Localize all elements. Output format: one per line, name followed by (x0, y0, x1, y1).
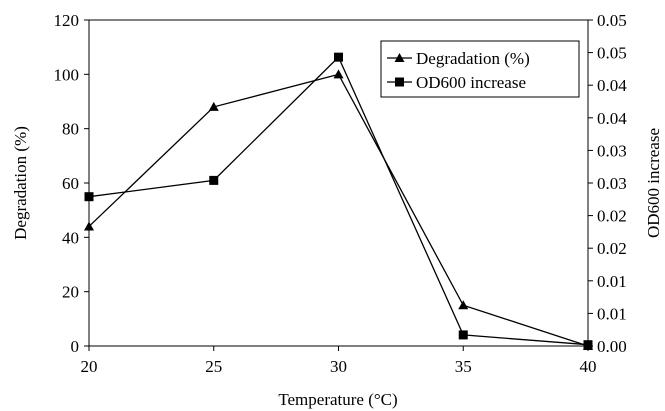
x-tick-label: 40 (580, 357, 597, 376)
y2-tick-label: 0.05 (597, 44, 627, 63)
series-layer (84, 52, 593, 350)
y-tick-label: 20 (62, 283, 79, 302)
y2-tick-label: 0.05 (597, 11, 627, 30)
legend-box (380, 40, 580, 98)
y2-tick-label: 0.02 (597, 207, 627, 226)
y2-axis-title: OD600 increase (644, 128, 663, 238)
x-tick-label: 20 (81, 357, 98, 376)
legend-label-od600: OD600 increase (416, 73, 526, 92)
y2-tick-label: 0.04 (597, 76, 627, 95)
data-point-degradation (208, 101, 219, 111)
data-point-od600 (84, 192, 94, 202)
y-axis-title: Degradation (%) (11, 126, 30, 240)
x-tick-label: 25 (205, 357, 222, 376)
y-tick-label: 40 (62, 228, 79, 247)
x-axis-title: Temperature (°C) (278, 390, 397, 409)
series-line-od600 (88, 56, 589, 346)
y2-tick-label: 0.01 (597, 272, 627, 291)
legend-label-degradation: Degradation (%) (416, 49, 530, 68)
y-tick-label: 80 (62, 120, 79, 139)
y2-tick-label: 0.00 (597, 337, 627, 356)
x-axis-ticks: 20 25 30 35 40 (81, 346, 597, 376)
y2-tick-label: 0.03 (597, 174, 627, 193)
legend: Degradation (%) OD600 increase (380, 40, 580, 98)
data-point-degradation (84, 221, 94, 231)
legend-square-marker (395, 77, 404, 87)
y-tick-label: 60 (62, 174, 79, 193)
x-tick-label: 35 (455, 357, 472, 376)
y-tick-label: 120 (54, 11, 80, 30)
data-point-od600 (209, 175, 219, 185)
y2-tick-label: 0.04 (597, 109, 627, 128)
y2-axis-ticks: 0.00 0.01 0.01 0.02 0.02 0.03 0.03 0.04 0.04 0.05… (588, 11, 627, 356)
y2-tick-label: 0.03 (597, 141, 627, 160)
y-tick-label: 0 (71, 337, 80, 356)
y-tick-label: 100 (54, 65, 80, 84)
series-line-degradation (88, 73, 589, 347)
y2-tick-label: 0.01 (597, 304, 627, 323)
x-tick-label: 30 (330, 357, 347, 376)
data-point-degradation (458, 300, 469, 310)
y2-tick-label: 0.02 (597, 239, 627, 258)
y-axis-ticks: 0 20 40 60 80 100 120 (54, 11, 89, 356)
data-point-od600 (458, 330, 468, 340)
data-point-od600 (334, 52, 343, 62)
data-point-degradation (333, 69, 344, 79)
legend-triangle-marker (394, 53, 405, 62)
data-point-od600 (583, 340, 593, 350)
